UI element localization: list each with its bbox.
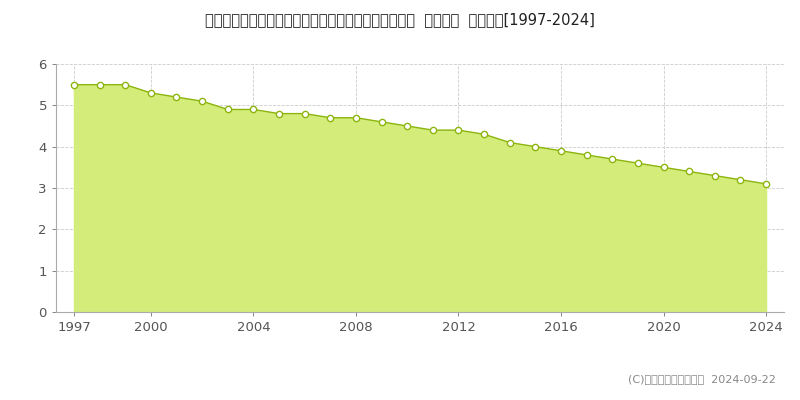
Text: 宮崎県西諸県郡高原町大字西麓字下馬場１１１９番２  基準地価  地価推移[1997-2024]: 宮崎県西諸県郡高原町大字西麓字下馬場１１１９番２ 基準地価 地価推移[1997-…: [205, 12, 595, 27]
Text: (C)土地価格ドットコム  2024-09-22: (C)土地価格ドットコム 2024-09-22: [628, 374, 776, 384]
